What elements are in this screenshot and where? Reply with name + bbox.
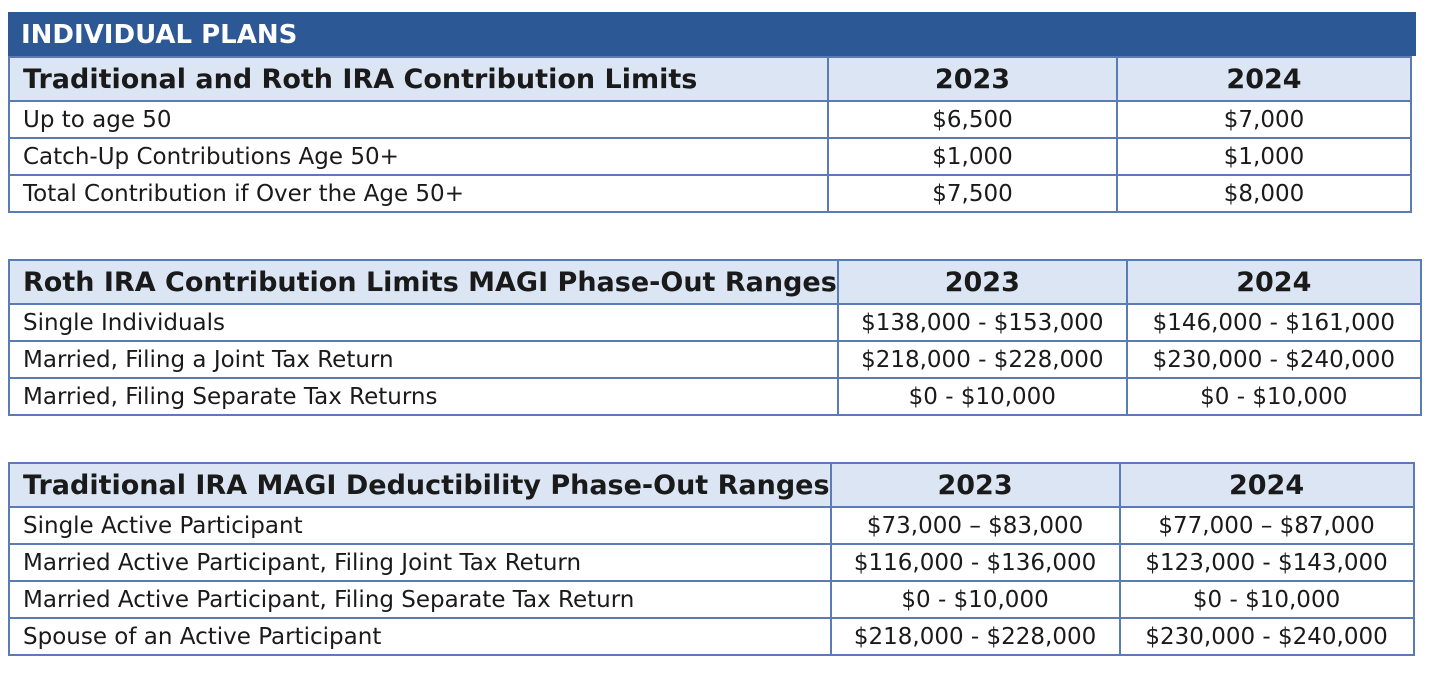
value-2023: $138,000 - $153,000 — [836, 303, 1128, 342]
contribution-limits-section: Traditional and Roth IRA Contribution Li… — [8, 56, 1412, 213]
row-label: Married, Filing a Joint Tax Return — [8, 340, 839, 379]
table-row: Catch-Up Contributions Age 50+ $1,000 $1… — [8, 137, 1412, 176]
row-label: Catch-Up Contributions Age 50+ — [8, 137, 829, 176]
value-2024: $230,000 - $240,000 — [1125, 340, 1422, 379]
year-2024-header: 2024 — [1125, 259, 1422, 305]
table-row: Up to age 50 $6,500 $7,000 — [8, 100, 1412, 139]
value-2024: $0 - $10,000 — [1118, 580, 1415, 619]
table-header-row: Traditional IRA MAGI Deductibility Phase… — [8, 462, 1415, 508]
value-2024: $77,000 – $87,000 — [1118, 506, 1415, 545]
table-row: Married Active Participant, Filing Joint… — [8, 543, 1415, 582]
row-label: Married Active Participant, Filing Separ… — [8, 580, 832, 619]
year-2023-header: 2023 — [836, 259, 1128, 305]
value-2024: $8,000 — [1116, 174, 1412, 213]
contribution-limits-table: Traditional and Roth IRA Contribution Li… — [8, 56, 1412, 213]
value-2023: $218,000 - $228,000 — [836, 340, 1128, 379]
table-row: Married, Filing Separate Tax Returns $0 … — [8, 377, 1422, 416]
value-2023: $1,000 — [827, 137, 1118, 176]
value-2023: $0 - $10,000 — [829, 580, 1121, 619]
traditional-deductibility-section: Traditional IRA MAGI Deductibility Phase… — [8, 462, 1415, 656]
table-header-row: Roth IRA Contribution Limits MAGI Phase-… — [8, 259, 1422, 305]
value-2024: $1,000 — [1116, 137, 1412, 176]
value-2023: $0 - $10,000 — [836, 377, 1128, 416]
value-2024: $146,000 - $161,000 — [1125, 303, 1422, 342]
row-label: Married Active Participant, Filing Joint… — [8, 543, 832, 582]
value-2023: $116,000 - $136,000 — [829, 543, 1121, 582]
year-2023-header: 2023 — [829, 462, 1121, 508]
table-header-row: Traditional and Roth IRA Contribution Li… — [8, 56, 1412, 102]
value-2023: $73,000 – $83,000 — [829, 506, 1121, 545]
table-row: Married Active Participant, Filing Separ… — [8, 580, 1415, 619]
row-label: Total Contribution if Over the Age 50+ — [8, 174, 829, 213]
table-row: Spouse of an Active Participant $218,000… — [8, 617, 1415, 656]
year-2023-header: 2023 — [827, 56, 1118, 102]
year-2024-header: 2024 — [1116, 56, 1412, 102]
value-2023: $7,500 — [827, 174, 1118, 213]
value-2024: $7,000 — [1116, 100, 1412, 139]
row-label: Single Active Participant — [8, 506, 832, 545]
table-row: Married, Filing a Joint Tax Return $218,… — [8, 340, 1422, 379]
value-2024: $123,000 - $143,000 — [1118, 543, 1415, 582]
table-row: Single Active Participant $73,000 – $83,… — [8, 506, 1415, 545]
table-row: Total Contribution if Over the Age 50+ $… — [8, 174, 1412, 213]
row-label: Married, Filing Separate Tax Returns — [8, 377, 839, 416]
value-2023: $6,500 — [827, 100, 1118, 139]
table-title: Roth IRA Contribution Limits MAGI Phase-… — [8, 259, 839, 305]
individual-plans-banner: INDIVIDUAL PLANS — [8, 12, 1416, 56]
table-title: Traditional and Roth IRA Contribution Li… — [8, 56, 829, 102]
year-2024-header: 2024 — [1118, 462, 1415, 508]
row-label: Up to age 50 — [8, 100, 829, 139]
table-title: Traditional IRA MAGI Deductibility Phase… — [8, 462, 832, 508]
value-2024: $230,000 - $240,000 — [1118, 617, 1415, 656]
value-2023: $218,000 - $228,000 — [829, 617, 1121, 656]
traditional-deductibility-table: Traditional IRA MAGI Deductibility Phase… — [8, 462, 1415, 656]
row-label: Spouse of an Active Participant — [8, 617, 832, 656]
table-row: Single Individuals $138,000 - $153,000 $… — [8, 303, 1422, 342]
roth-phase-out-table: Roth IRA Contribution Limits MAGI Phase-… — [8, 259, 1422, 416]
roth-phase-out-section: Roth IRA Contribution Limits MAGI Phase-… — [8, 259, 1422, 416]
value-2024: $0 - $10,000 — [1125, 377, 1422, 416]
row-label: Single Individuals — [8, 303, 839, 342]
